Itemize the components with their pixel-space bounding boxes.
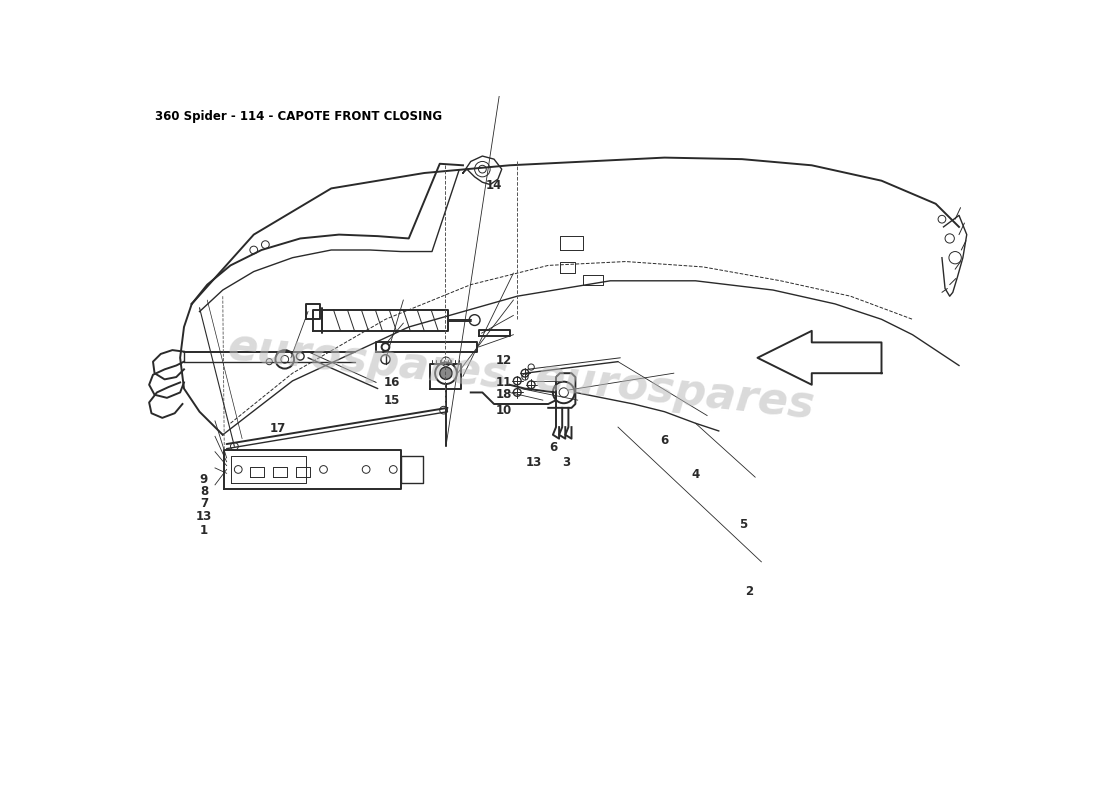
Text: 8: 8 [200, 485, 208, 498]
Text: 17: 17 [270, 422, 286, 435]
Text: 6: 6 [549, 441, 558, 454]
Text: 11: 11 [496, 376, 513, 389]
Text: 12: 12 [496, 354, 513, 367]
Text: 360 Spider - 114 - CAPOTE FRONT CLOSING: 360 Spider - 114 - CAPOTE FRONT CLOSING [154, 110, 442, 123]
Text: eurospares: eurospares [226, 325, 509, 397]
Text: 9: 9 [200, 473, 208, 486]
Text: 14: 14 [486, 179, 502, 192]
Text: 5: 5 [739, 518, 747, 530]
Text: 18: 18 [496, 388, 513, 402]
Text: eurospares: eurospares [532, 355, 816, 428]
Text: 13: 13 [526, 456, 542, 469]
Text: 6: 6 [660, 434, 669, 447]
Text: 4: 4 [692, 468, 700, 482]
Text: 7: 7 [200, 498, 208, 510]
Text: 1: 1 [200, 524, 208, 537]
Text: 13: 13 [196, 510, 212, 523]
Text: 16: 16 [384, 376, 399, 389]
Circle shape [440, 367, 452, 379]
Text: 2: 2 [746, 586, 754, 598]
Text: 3: 3 [562, 456, 571, 469]
Polygon shape [758, 331, 881, 385]
Text: 15: 15 [384, 394, 399, 407]
Text: 10: 10 [496, 404, 513, 417]
